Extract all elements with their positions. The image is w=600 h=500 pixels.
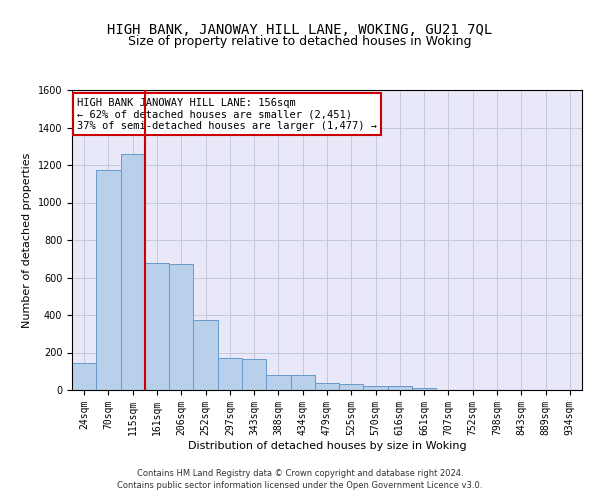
Bar xyxy=(266,375,290,390)
Bar xyxy=(145,262,169,390)
Bar xyxy=(364,386,388,390)
Text: HIGH BANK, JANOWAY HILL LANE, WOKING, GU21 7QL: HIGH BANK, JANOWAY HILL LANE, WOKING, GU… xyxy=(107,22,493,36)
Bar xyxy=(169,264,193,390)
Bar xyxy=(96,170,121,390)
Bar xyxy=(388,386,412,390)
Text: Contains HM Land Registry data © Crown copyright and database right 2024.: Contains HM Land Registry data © Crown c… xyxy=(137,468,463,477)
Bar xyxy=(339,384,364,390)
X-axis label: Distribution of detached houses by size in Woking: Distribution of detached houses by size … xyxy=(188,440,466,450)
Text: Size of property relative to detached houses in Woking: Size of property relative to detached ho… xyxy=(128,35,472,48)
Bar xyxy=(121,154,145,390)
Bar xyxy=(193,320,218,390)
Text: HIGH BANK JANOWAY HILL LANE: 156sqm
← 62% of detached houses are smaller (2,451): HIGH BANK JANOWAY HILL LANE: 156sqm ← 62… xyxy=(77,98,377,130)
Bar xyxy=(315,384,339,390)
Y-axis label: Number of detached properties: Number of detached properties xyxy=(22,152,32,328)
Bar xyxy=(290,375,315,390)
Bar xyxy=(218,358,242,390)
Bar xyxy=(72,363,96,390)
Bar xyxy=(242,359,266,390)
Bar xyxy=(412,388,436,390)
Text: Contains public sector information licensed under the Open Government Licence v3: Contains public sector information licen… xyxy=(118,481,482,490)
